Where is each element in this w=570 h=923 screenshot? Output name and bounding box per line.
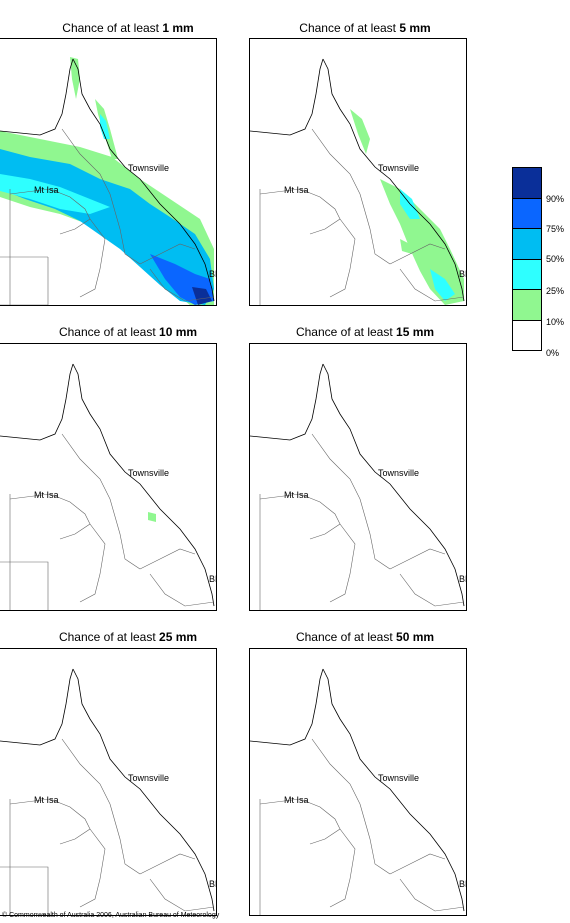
label-mt-isa: Mt Isa [284,490,309,500]
label-mt-isa: Mt Isa [34,795,59,805]
label-bris: BRIS [209,879,216,889]
legend-swatch-25 [512,259,542,290]
label-bris: BRIS [459,574,466,584]
map-15mm: Townsville Mt Isa BRIS [249,343,467,611]
legend-swatch-90 [512,167,542,199]
map-1mm: Townsville Mt Isa BRIS [0,38,217,306]
label-townsville: Townsville [378,468,420,478]
legend-label-50: 50% [546,254,565,264]
label-mt-isa: Mt Isa [284,185,309,195]
label-townsville: Townsville [378,773,420,783]
map-graphic [0,57,215,305]
map-5mm: Townsville Mt Isa BRIS [249,38,467,306]
label-bris: BRIS [459,879,466,889]
label-mt-isa: Mt Isa [34,185,59,195]
map-graphic [0,668,215,915]
panel-title-15mm: Chance of at least 15 mm [295,325,435,339]
label-mt-isa: Mt Isa [34,490,59,500]
legend-swatch-50 [512,229,542,260]
legend-swatch-0 [512,320,542,351]
map-graphic [250,668,465,915]
panel-title-50mm: Chance of at least 50 mm [295,630,435,644]
legend-label-75: 75% [546,224,565,234]
label-townsville: Townsville [128,773,170,783]
map-graphic [250,58,465,305]
map-25mm: Townsville Mt Isa BRIS [0,648,217,916]
panel-title-10mm: Chance of at least 10 mm [58,325,198,339]
label-mt-isa: Mt Isa [284,795,309,805]
legend-label-90: 90% [546,194,565,204]
map-10mm: Townsville Mt Isa BRIS [0,343,217,611]
label-townsville: Townsville [378,163,420,173]
legend-swatch-10 [512,290,542,321]
copyright-notice: © Commonwealth of Australia 2006, Austra… [2,912,220,919]
label-bris: BRIS [459,269,466,279]
legend-label-25: 25% [546,286,565,296]
label-bris: BRIS [209,269,216,279]
legend-swatch-75 [512,198,542,229]
panel-title-25mm: Chance of at least 25 mm [58,630,198,644]
legend-colorbar [512,167,542,351]
label-bris: BRIS [209,574,216,584]
legend-label-10: 10% [546,317,565,327]
label-townsville: Townsville [128,468,170,478]
label-townsville: Townsville [128,163,170,173]
panel-title-1mm: Chance of at least 1 mm [62,21,194,35]
panel-title-5mm: Chance of at least 5 mm [299,21,431,35]
map-graphic [250,363,465,610]
map-50mm: Townsville Mt Isa BRIS [249,648,467,916]
legend-label-0: 0% [546,348,560,358]
map-graphic [0,363,215,610]
